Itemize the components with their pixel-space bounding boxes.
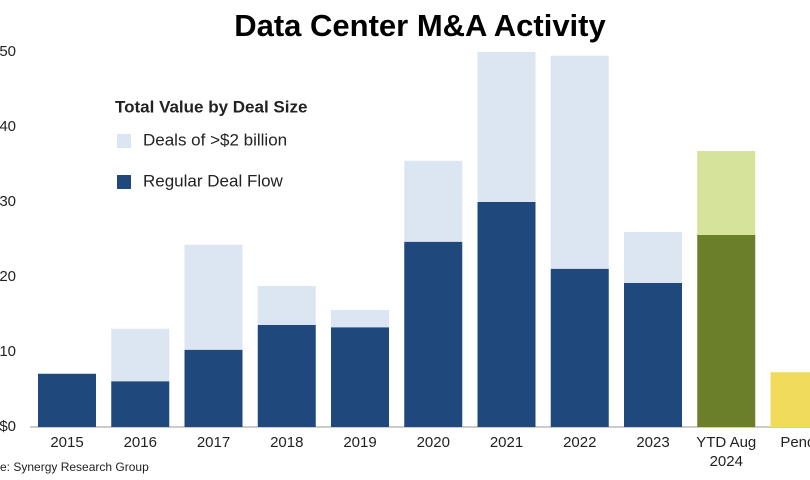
bar-segment xyxy=(257,286,316,325)
bar-segment xyxy=(624,283,682,427)
bar-segment xyxy=(111,381,170,427)
bar-segment xyxy=(331,327,389,427)
bar-segment xyxy=(477,202,536,427)
bar-segment xyxy=(770,372,810,427)
bar-segment xyxy=(38,373,96,427)
x-tick-label: 2020 xyxy=(417,434,450,451)
chart-title: Data Center M&A Activity xyxy=(234,8,606,43)
bar-segment xyxy=(697,235,756,427)
bar-segment xyxy=(550,55,609,269)
bar-segment xyxy=(404,241,463,427)
bar-segment xyxy=(184,244,243,350)
x-tick-label: Pendi xyxy=(780,434,810,451)
y-tick-label: $0 xyxy=(0,418,16,435)
x-tick-label: 2021 xyxy=(490,434,523,451)
y-tick-label: 50 xyxy=(0,43,16,60)
x-tick-label: 2017 xyxy=(197,434,230,451)
legend-label: Regular Deal Flow xyxy=(143,171,284,190)
bar-segment xyxy=(477,52,536,202)
legend-swatch xyxy=(117,175,131,189)
legend-title: Total Value by Deal Size xyxy=(115,97,307,116)
legend-label: Deals of >$2 billion xyxy=(143,130,287,149)
source-note: e: Synergy Research Group xyxy=(0,460,149,474)
x-tick-label: 2022 xyxy=(563,434,596,451)
bar-segment xyxy=(624,232,682,283)
bar-segment xyxy=(184,349,243,427)
bar-segment xyxy=(331,310,389,328)
y-tick-label: 30 xyxy=(0,193,16,210)
bar-segment xyxy=(697,151,756,235)
y-tick-label: 20 xyxy=(0,268,16,285)
x-tick-label: YTD Aug 2024 xyxy=(696,434,756,470)
y-tick-label: 40 xyxy=(0,118,16,135)
y-tick-label: 10 xyxy=(0,343,16,360)
x-tick-label: 2016 xyxy=(124,434,157,451)
x-tick-label: 2023 xyxy=(636,434,669,451)
x-tick-label: 2019 xyxy=(343,434,376,451)
bar-segment xyxy=(111,328,170,382)
bar-segment xyxy=(257,325,316,427)
bar-segment xyxy=(550,268,609,427)
bar-segment xyxy=(404,160,463,242)
x-tick-label: 2018 xyxy=(270,434,303,451)
legend-swatch xyxy=(117,134,131,148)
x-tick-label: 2015 xyxy=(50,434,83,451)
